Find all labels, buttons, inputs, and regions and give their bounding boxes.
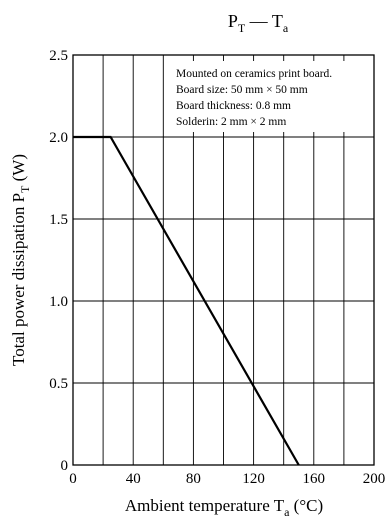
x-axis-label-unit: (°C) <box>289 496 323 515</box>
x-axis-label: Ambient temperature Ta (°C) <box>125 496 323 519</box>
annotation-line-2: Board size: 50 mm × 50 mm <box>176 84 308 96</box>
y-axis-label-text: Total power dissipation P <box>9 193 28 366</box>
x-axis-label-text: Ambient temperature T <box>125 496 285 515</box>
title-p-sub: T <box>238 21 246 35</box>
y-axis-label: Total power dissipation PT (W) <box>9 154 32 366</box>
y-axis-label-sub: T <box>18 185 32 193</box>
series-group <box>73 135 300 466</box>
y-tick-label: 2.5 <box>49 48 68 64</box>
annotation-box: Mounted on ceramics print board. Board s… <box>170 61 370 132</box>
annotation-background <box>170 61 370 132</box>
x-tick-label: 0 <box>69 471 77 487</box>
title-sep: — <box>245 11 272 31</box>
y-tick-label: 0 <box>61 458 69 474</box>
y-axis-label-unit: (W) <box>9 154 28 186</box>
annotation-line-3: Board thickness: 0.8 mm <box>176 100 291 112</box>
title-t: T <box>272 11 283 31</box>
y-tick-label: 1.5 <box>49 212 68 228</box>
y-tick-label: 1.0 <box>49 294 68 310</box>
x-tick-label: 160 <box>303 471 326 487</box>
annotation-line-4: Solderin: 2 mm × 2 mm <box>176 116 286 128</box>
plot-frame <box>72 54 375 466</box>
y-tick-label: 2.0 <box>49 130 68 146</box>
chart-title: PT — Ta <box>228 11 289 35</box>
x-tick-label: 40 <box>126 471 141 487</box>
y-tick-label: 0.5 <box>49 376 68 392</box>
x-tick-labels: 0 40 80 120 160 200 <box>69 471 385 487</box>
x-axis-label-sub: a <box>284 505 290 519</box>
title-t-sub: a <box>283 21 289 35</box>
x-tick-label: 80 <box>186 471 201 487</box>
x-tick-label: 120 <box>242 471 265 487</box>
x-tick-label: 200 <box>363 471 386 487</box>
annotation-line-1: Mounted on ceramics print board. <box>176 68 332 80</box>
y-tick-labels: 0 0.5 1.0 1.5 2.0 2.5 <box>49 48 68 474</box>
derating-curve <box>73 135 300 466</box>
title-p: P <box>228 11 238 31</box>
